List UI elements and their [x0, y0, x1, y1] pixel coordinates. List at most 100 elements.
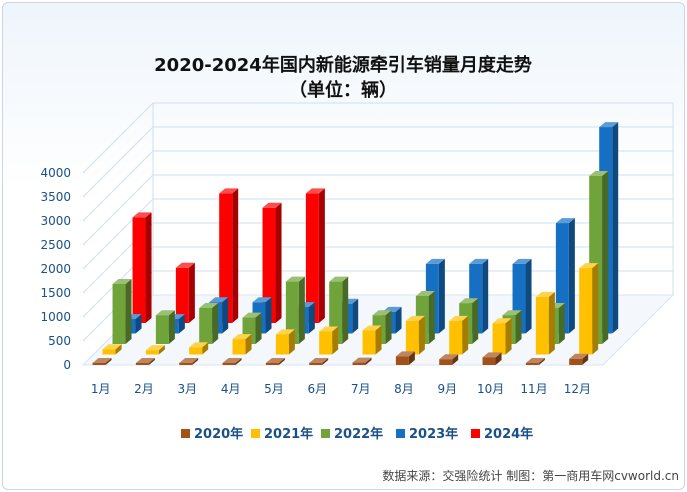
bar	[405, 315, 425, 355]
legend-layer: 2020年 2021年 2022年 2023年 2024年	[181, 426, 533, 442]
x-tick-label: 6月	[308, 382, 328, 396]
bar-top	[199, 303, 219, 308]
gridline-side	[82, 198, 154, 270]
bar-side	[288, 329, 295, 355]
bar-front	[132, 217, 146, 323]
bar	[135, 358, 155, 365]
bar-side	[318, 188, 325, 323]
bar-side	[265, 297, 272, 334]
bar-top	[112, 279, 132, 284]
bar-front	[135, 363, 149, 365]
bar	[492, 318, 512, 355]
bar-top	[155, 310, 175, 316]
legend-label: 2020年	[194, 426, 243, 442]
bar-side	[275, 202, 282, 323]
bar-side	[145, 212, 152, 323]
bar-front	[309, 363, 323, 365]
bar-front	[175, 267, 189, 323]
bar-top	[329, 276, 349, 282]
gridline-side	[82, 102, 154, 174]
y-tick-label: 3000	[40, 214, 71, 228]
y-tick-label: 1500	[40, 286, 71, 300]
bar-side	[125, 279, 132, 344]
legend-label: 2023年	[409, 426, 458, 442]
bar	[232, 334, 252, 355]
bar	[92, 358, 112, 365]
bar-front	[275, 334, 289, 355]
bar-top	[232, 334, 252, 340]
bar-top	[265, 358, 285, 363]
x-tick-label: 12月	[564, 382, 591, 396]
bar	[329, 276, 349, 344]
bar-front	[199, 308, 213, 344]
bar-side	[428, 291, 435, 344]
bar-top	[132, 212, 152, 218]
bar-side	[115, 344, 122, 355]
bar	[262, 202, 282, 323]
bar	[569, 353, 589, 365]
bar-side	[135, 314, 142, 334]
bar-top	[535, 291, 555, 297]
bar-top	[512, 258, 532, 264]
bar	[132, 212, 152, 323]
bar-top	[179, 358, 199, 363]
bar	[275, 329, 295, 355]
x-tick-label: 7月	[351, 382, 371, 396]
bar-top	[175, 262, 195, 268]
bar-side	[168, 310, 175, 344]
bar	[175, 262, 195, 323]
legend-swatch	[396, 429, 405, 438]
bar-top	[449, 315, 469, 321]
bar-side	[452, 354, 459, 365]
bar-front	[219, 193, 233, 323]
legend-swatch	[321, 429, 330, 438]
bar-front	[262, 207, 276, 323]
bar-side	[232, 188, 239, 323]
bar-top	[579, 263, 599, 269]
bar-top	[372, 310, 392, 316]
bar-top	[275, 329, 295, 335]
bar-top	[242, 312, 262, 318]
legend-swatch	[471, 429, 480, 438]
bar-side	[192, 358, 199, 365]
bar	[219, 188, 239, 323]
bar-front	[449, 320, 463, 355]
bar-front	[102, 349, 116, 355]
bar	[222, 358, 242, 365]
x-tick-label: 10月	[477, 382, 504, 396]
gridline-side	[82, 174, 154, 246]
source-note: 数据来源：交强险统计 制图：第一商用车网cvworld.cn	[382, 468, 679, 483]
bar	[395, 351, 415, 365]
bar-side	[495, 352, 502, 365]
bar-top	[589, 171, 609, 176]
x-tick-label: 5月	[264, 382, 284, 396]
bar	[155, 310, 175, 344]
y-tick-label: 0	[63, 358, 71, 372]
bar-top	[459, 298, 479, 304]
bar-side	[148, 358, 155, 365]
y-tick-label: 2500	[40, 238, 71, 252]
bar-top	[102, 344, 122, 350]
bar-top	[262, 202, 282, 208]
bar-front	[145, 350, 159, 355]
bar-front	[232, 339, 246, 355]
bar-side	[418, 315, 425, 355]
bar	[579, 263, 599, 355]
bar-top	[395, 351, 415, 357]
bar-top	[555, 218, 575, 224]
bar-front	[439, 359, 453, 365]
bar-side	[365, 357, 372, 365]
bar	[372, 310, 392, 344]
bar	[265, 358, 285, 365]
x-tick-label: 2月	[134, 382, 154, 396]
y-tick-label: 4000	[40, 166, 71, 180]
bars-layer	[92, 122, 619, 365]
bar-side	[342, 276, 349, 344]
bar-front	[155, 315, 169, 344]
bar-side	[105, 358, 112, 365]
bar-front	[405, 320, 419, 355]
bar-side	[568, 218, 575, 334]
bar-top	[352, 357, 372, 363]
legend-label: 2022年	[334, 426, 383, 442]
